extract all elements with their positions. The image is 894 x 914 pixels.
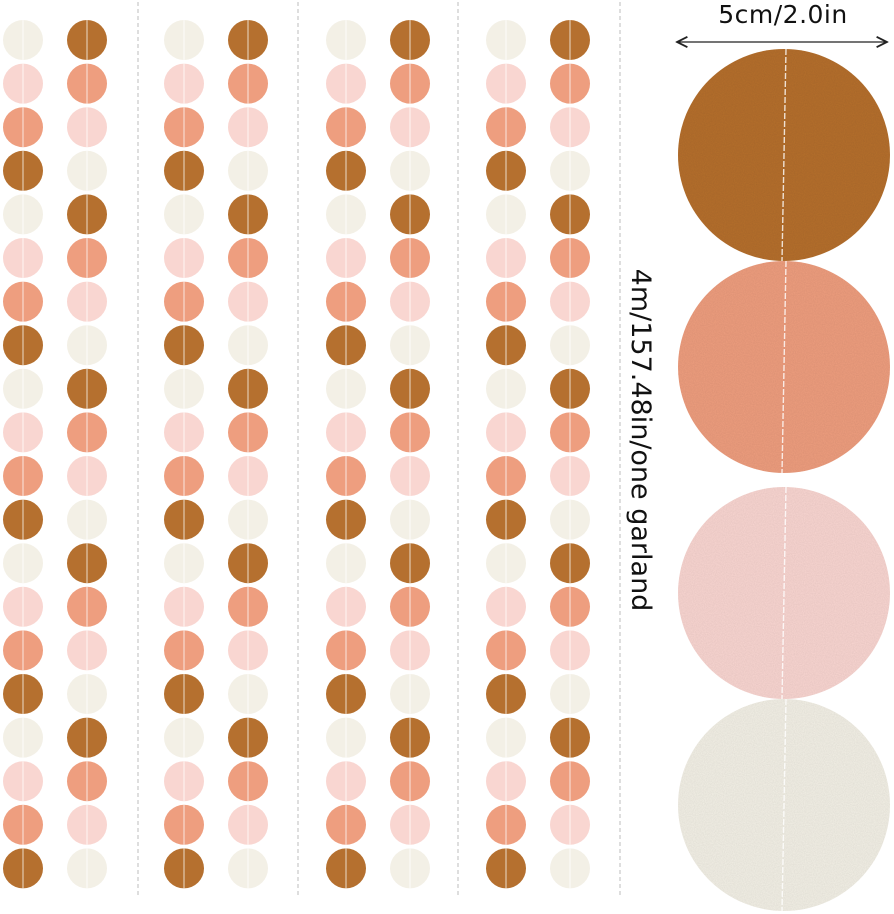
enlarged-circle-copper — [678, 48, 890, 262]
enlarged-circle-salmon — [678, 260, 890, 474]
enlarged-circle-stitch — [781, 698, 787, 912]
enlarged-circle-stitch — [781, 48, 787, 262]
garland-strand — [164, 20, 268, 889]
garland-strands — [3, 20, 590, 889]
enlarged-circle-samples — [678, 48, 890, 912]
enlarged-circle-stitch — [781, 260, 787, 474]
enlarged-circle-stitch — [781, 486, 787, 700]
garland-length-label: 4m/157.48in/one garland — [625, 268, 656, 612]
diameter-label: 5cm/2.0in — [718, 0, 848, 29]
garland-strand — [3, 20, 107, 889]
garland-strand — [326, 20, 430, 889]
strand-dividers — [137, 2, 621, 898]
enlarged-circle-light-pink — [678, 486, 890, 700]
garland-strand — [486, 20, 590, 889]
enlarged-circle-cream — [678, 698, 890, 912]
